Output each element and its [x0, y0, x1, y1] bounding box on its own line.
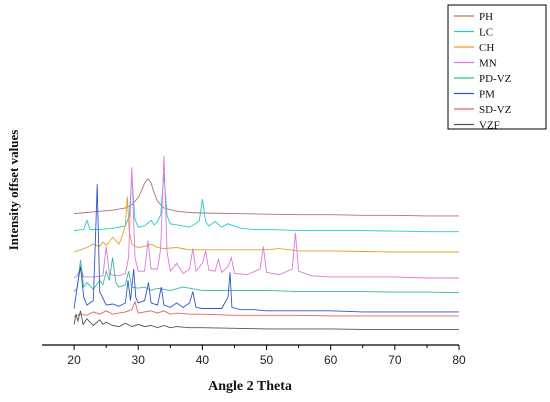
legend-label-lc: LC — [479, 27, 493, 39]
x-tick-label: 50 — [260, 353, 274, 367]
series-line-sd-vz — [73, 300, 459, 317]
legend-label-mn: MN — [479, 58, 497, 70]
series-line-ph — [74, 177, 459, 217]
series-line-vzf — [73, 310, 459, 330]
series-line-lc — [74, 174, 459, 233]
legend-box — [447, 4, 547, 130]
legend-label-ph: PH — [479, 11, 493, 23]
series-line-ch — [73, 196, 459, 253]
y-axis-title: Intensity offset values — [6, 130, 21, 251]
legend: PH LC CH MN PD-VZ PM SD-VZ VZF — [447, 4, 547, 132]
legend-label-vzf: VZF — [479, 120, 500, 132]
x-tick-label: 20 — [67, 353, 81, 367]
x-tick-label: 60 — [324, 353, 338, 367]
x-axis-title: Angle 2 Theta — [208, 379, 292, 394]
series-line-mn — [73, 155, 459, 279]
legend-label-pm: PM — [479, 89, 495, 101]
x-tick-label: 30 — [132, 353, 146, 367]
legend-label-pd-vz: PD-VZ — [479, 73, 512, 85]
x-tick-label: 80 — [452, 353, 466, 367]
x-axis-ticks: 20 30 40 50 60 70 80 — [67, 345, 466, 367]
x-tick-label: 70 — [388, 353, 402, 367]
legend-label-sd-vz: SD-VZ — [479, 104, 512, 116]
x-tick-label: 40 — [196, 353, 210, 367]
legend-label-ch: CH — [479, 42, 494, 54]
plot-area — [73, 155, 460, 330]
series-line-pm — [73, 184, 459, 313]
